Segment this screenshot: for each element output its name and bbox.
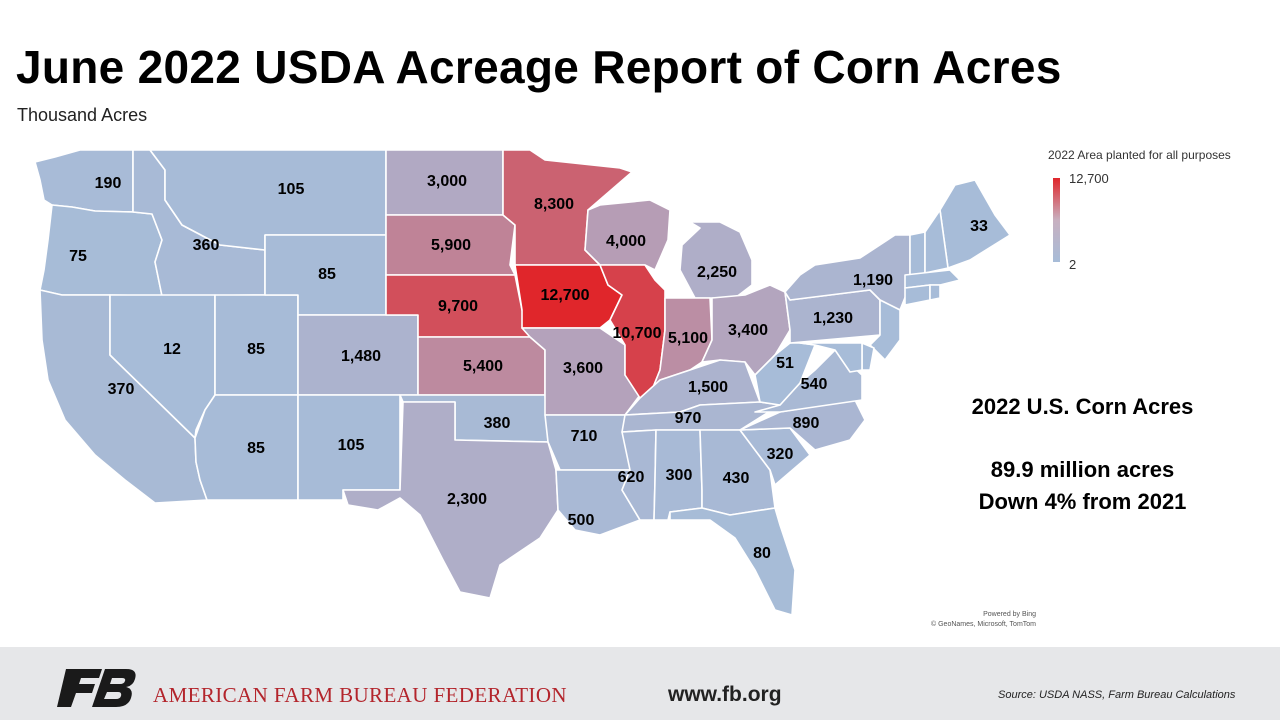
state-label-or: 75 bbox=[69, 248, 87, 265]
state-label-oh: 3,400 bbox=[728, 322, 768, 339]
state-label-mt: 105 bbox=[278, 181, 305, 198]
state-label-wy: 85 bbox=[318, 266, 336, 283]
state-mo bbox=[521, 327, 641, 416]
state-label-ny: 1,190 bbox=[853, 272, 893, 289]
organization-name: AMERICAN FARM BUREAU FEDERATION bbox=[153, 683, 567, 707]
map-data-credit: © GeoNames, Microsoft, TomTom bbox=[931, 621, 1036, 628]
summary-change: Down 4% from 2021 bbox=[978, 489, 1187, 514]
state-label-ar: 710 bbox=[571, 428, 598, 445]
state-de bbox=[861, 342, 875, 371]
state-label-in: 5,100 bbox=[668, 330, 708, 347]
state-label-ms: 620 bbox=[618, 469, 645, 486]
page-title: June 2022 USDA Acreage Report of Corn Ac… bbox=[16, 41, 1062, 93]
state-label-nc: 890 bbox=[793, 415, 820, 432]
legend-color-bar bbox=[1053, 178, 1060, 262]
state-label-ga: 430 bbox=[723, 470, 750, 487]
state-label-nd: 3,000 bbox=[427, 173, 467, 190]
state-mi bbox=[679, 221, 753, 299]
state-label-wi: 4,000 bbox=[606, 233, 646, 250]
state-label-il: 10,700 bbox=[613, 325, 662, 342]
summary-heading: 2022 U.S. Corn Acres bbox=[971, 394, 1194, 419]
state-label-id: 360 bbox=[193, 237, 220, 254]
legend-min-label: 2 bbox=[1069, 257, 1077, 272]
state-label-ia: 12,700 bbox=[541, 287, 590, 304]
state-label-ky: 1,500 bbox=[688, 379, 728, 396]
state-label-wa: 190 bbox=[95, 175, 122, 192]
state-ct bbox=[904, 284, 931, 306]
bing-credit: Powered by Bing bbox=[983, 611, 1036, 618]
state-label-mo: 3,600 bbox=[563, 360, 603, 377]
summary-total: 89.9 million acres bbox=[990, 457, 1175, 482]
farm-bureau-logo bbox=[57, 669, 136, 707]
state-tx bbox=[342, 401, 559, 599]
state-label-sd: 5,900 bbox=[431, 237, 471, 254]
state-md bbox=[799, 342, 863, 373]
state-label-co: 1,480 bbox=[341, 348, 381, 365]
state-fl bbox=[669, 507, 796, 616]
state-me bbox=[939, 179, 1011, 269]
state-label-ca: 370 bbox=[108, 381, 135, 398]
state-label-sc: 320 bbox=[767, 446, 794, 463]
legend-title: 2022 Area planted for all purposes bbox=[1048, 148, 1231, 162]
state-wi bbox=[584, 199, 671, 271]
state-label-ut: 85 bbox=[247, 341, 265, 358]
state-label-tn: 970 bbox=[675, 410, 702, 427]
state-label-ks: 5,400 bbox=[463, 358, 503, 375]
state-ri bbox=[929, 284, 941, 301]
state-label-la: 500 bbox=[568, 512, 595, 529]
state-label-mi: 2,250 bbox=[697, 264, 737, 281]
state-label-va: 540 bbox=[801, 376, 828, 393]
website-link[interactable]: www.fb.org bbox=[668, 683, 782, 706]
state-label-nm: 105 bbox=[338, 437, 365, 454]
state-label-ok: 380 bbox=[484, 415, 511, 432]
footer-bar bbox=[0, 647, 1280, 720]
state-label-mn: 8,300 bbox=[534, 196, 574, 213]
state-label-fl: 80 bbox=[753, 545, 771, 562]
source-note: Source: USDA NASS, Farm Bureau Calculati… bbox=[998, 689, 1236, 701]
state-label-al: 300 bbox=[666, 467, 693, 484]
state-label-me: 33 bbox=[970, 218, 988, 235]
us-corn-acreage-map: 190 75 370 360 12 85 85 105 85 1,480 105 3,000 5,900… bbox=[34, 149, 1011, 616]
state-or bbox=[39, 204, 163, 297]
state-label-nv: 12 bbox=[163, 341, 181, 358]
state-label-ne: 9,700 bbox=[438, 298, 478, 315]
state-label-az: 85 bbox=[247, 440, 265, 457]
state-vt bbox=[909, 231, 926, 276]
state-label-wv: 51 bbox=[776, 355, 794, 372]
state-label-pa: 1,230 bbox=[813, 310, 853, 327]
units-subtitle: Thousand Acres bbox=[17, 105, 148, 125]
legend-max-label: 12,700 bbox=[1069, 171, 1109, 186]
state-nj bbox=[869, 299, 901, 361]
map-attribution: Powered by Bing © GeoNames, Microsoft, T… bbox=[931, 610, 1036, 630]
state-label-tx: 2,300 bbox=[447, 491, 487, 508]
state-nh bbox=[924, 209, 949, 274]
